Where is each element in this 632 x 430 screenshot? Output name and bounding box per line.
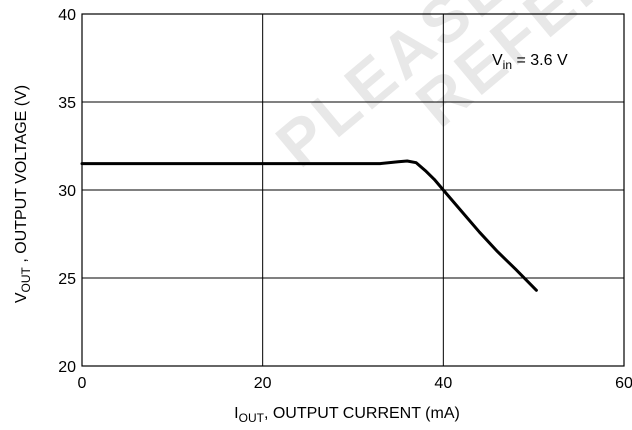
y-tick-label: 35 — [58, 95, 76, 112]
y-axis-title-rest: , OUTPUT VOLTAGE (V) — [13, 85, 30, 267]
x-axis-title-sub: OUT — [239, 411, 265, 425]
y-axis-title-sub: OUT — [19, 266, 33, 292]
x-axis-title-main: I — [234, 405, 238, 422]
plot-frame — [81, 13, 625, 367]
y-axis-title-main: V — [13, 292, 30, 303]
y-tick-label: 20 — [58, 359, 76, 376]
series-layer — [80, 159, 538, 292]
watermark: PLEASE C REFERE — [263, 0, 632, 181]
vin-annotation-sub: in — [503, 58, 512, 72]
x-tick-label: 20 — [254, 375, 272, 392]
x-tick-label: 40 — [434, 375, 452, 392]
y-tick-labels: 20 25 30 35 40 — [58, 7, 76, 376]
y-tick-label: 25 — [58, 271, 76, 288]
x-axis-title: IOUT, OUTPUT CURRENT (mA) — [234, 405, 460, 425]
y-tick-label: 40 — [58, 7, 76, 24]
x-tick-labels: 0 20 40 60 — [78, 375, 632, 392]
y-tick-label: 30 — [58, 183, 76, 200]
vin-annotation-rest: = 3.6 V — [512, 52, 568, 69]
vin-annotation: Vin = 3.6 V — [492, 52, 568, 72]
y-axis-title: VOUT , OUTPUT VOLTAGE (V) — [13, 85, 33, 303]
x-tick-label: 60 — [615, 375, 632, 392]
vin-annotation-main: V — [492, 52, 503, 69]
x-tick-label: 0 — [78, 375, 87, 392]
series-line-0 — [80, 159, 538, 292]
x-axis-title-rest: , OUTPUT CURRENT (mA) — [264, 405, 460, 422]
